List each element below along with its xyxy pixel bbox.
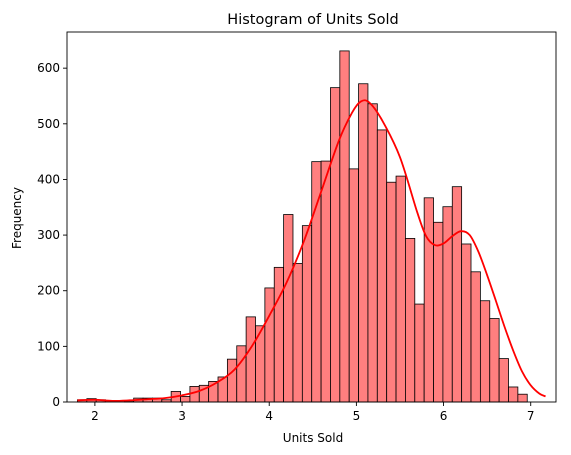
axes-frame [66,31,557,403]
histogram-bar [189,386,200,403]
histogram-bar [320,160,331,403]
histogram-bar [508,386,519,403]
histogram-bar [433,221,444,403]
histogram-bar [461,243,472,403]
x-axis-label: Units Sold [283,431,343,445]
y-tick-label: 100 [37,339,60,353]
chart-title: Histogram of Units Sold [227,12,398,28]
y-tick-label: 0 [52,395,60,409]
histogram-bar [395,175,406,403]
histogram-bar [358,83,369,403]
histogram-bar [517,393,528,403]
histogram-bars [77,50,528,403]
histogram-bar [348,168,359,403]
histogram-bar [405,238,416,403]
histogram-bar [386,181,397,403]
y-tick-label: 400 [37,172,60,186]
x-tick-label: 5 [353,409,361,423]
histogram-bar [442,206,453,403]
y-tick-label: 600 [37,61,60,75]
histogram-bar [236,345,247,403]
histogram-bar [292,263,303,403]
x-tick-label: 3 [178,409,186,423]
histogram-bar [264,287,275,403]
histogram-bar [479,300,491,403]
x-axis-ticks: 2 3 4 5 6 7 [91,402,535,423]
histogram-bar [180,396,191,403]
x-tick-label: 6 [440,409,448,423]
histogram-bar [489,318,500,403]
histogram-bar [498,358,509,403]
x-tick-label: 2 [91,409,99,423]
y-axis-label: Frequency [10,187,24,249]
y-tick-label: 500 [37,117,60,131]
histogram-bar [423,197,434,403]
kde-curve [77,99,546,402]
plot-area-border [66,31,557,403]
histogram-bar [376,129,388,403]
histogram-bar [301,225,313,403]
y-axis-ticks: 0 100 200 300 400 500 600 [37,61,67,409]
y-tick-label: 300 [37,228,60,242]
histogram-bar [470,271,481,403]
histogram-bar [283,214,294,403]
y-tick-label: 200 [37,284,60,298]
histogram-bar [245,316,256,403]
x-tick-label: 7 [527,409,535,423]
histogram-bar [451,186,463,403]
histogram-bar [226,358,238,403]
histogram-bar [330,87,341,403]
histogram-bar [273,266,285,403]
histogram-bar [367,103,378,403]
x-tick-label: 4 [265,409,273,423]
histogram-bar [339,50,350,403]
histogram-bar [414,303,425,403]
